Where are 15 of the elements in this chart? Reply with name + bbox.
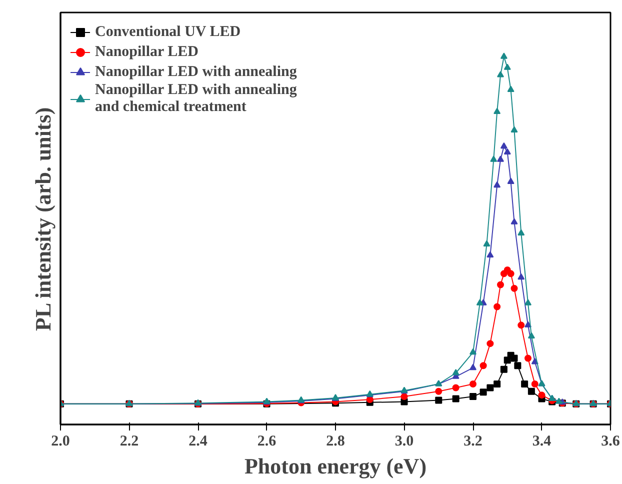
x-tick-label: 3.6 [601, 434, 620, 450]
legend-label: Conventional UV LED [95, 24, 241, 40]
x-tick-label: 2.2 [120, 434, 139, 450]
legend-label: Nanopillar LED [95, 44, 198, 60]
x-tick-label: 2.0 [51, 434, 70, 450]
x-tick-label: 2.4 [188, 434, 208, 450]
x-tick-label: 3.4 [532, 434, 552, 450]
x-tick-label: 2.8 [326, 434, 345, 450]
legend-label: Nanopillar LED with annealing and chemical treatment [95, 82, 297, 116]
x-axis-title: Photon energy (eV) [244, 454, 427, 478]
x-tick-label: 3.0 [394, 434, 414, 450]
legend-label: Nanopillar LED with annealing [95, 64, 297, 80]
y-axis-title: PL intensity (arb. units) [30, 107, 56, 331]
x-tick-label: 3.2 [464, 434, 482, 450]
x-tick-label: 2.6 [257, 434, 277, 450]
